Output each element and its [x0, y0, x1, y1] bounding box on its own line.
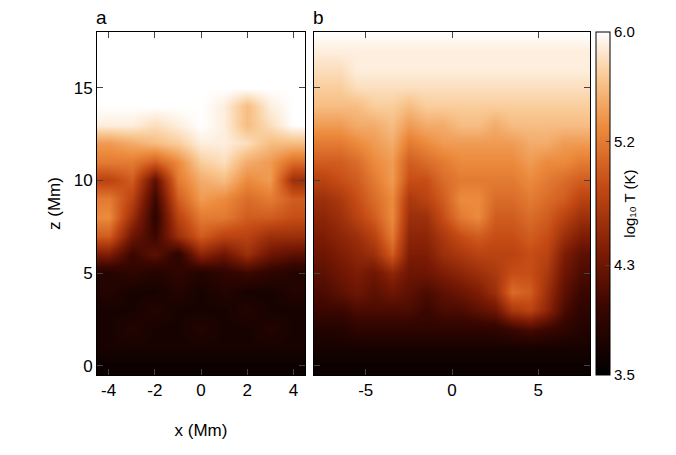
svg-text:0: 0	[447, 381, 456, 400]
svg-text:6.0: 6.0	[614, 23, 635, 40]
svg-text:-5: -5	[358, 381, 373, 400]
svg-text:15: 15	[74, 79, 93, 98]
svg-text:-2: -2	[147, 381, 162, 400]
svg-text:4: 4	[289, 381, 298, 400]
svg-text:x (Mm): x (Mm)	[175, 421, 228, 440]
svg-text:a: a	[96, 7, 107, 28]
svg-text:4.3: 4.3	[614, 256, 635, 273]
svg-text:b: b	[313, 7, 324, 28]
svg-text:5: 5	[83, 264, 92, 283]
svg-text:log₁₀ T (K): log₁₀ T (K)	[621, 169, 638, 237]
svg-text:0: 0	[196, 381, 205, 400]
svg-text:-4: -4	[101, 381, 116, 400]
svg-text:2: 2	[242, 381, 251, 400]
svg-text:10: 10	[74, 171, 93, 190]
svg-text:3.5: 3.5	[614, 366, 635, 383]
svg-text:0: 0	[83, 357, 92, 376]
svg-text:z (Mm): z (Mm)	[45, 177, 64, 230]
svg-text:5.2: 5.2	[614, 133, 635, 150]
svg-text:5: 5	[534, 381, 543, 400]
